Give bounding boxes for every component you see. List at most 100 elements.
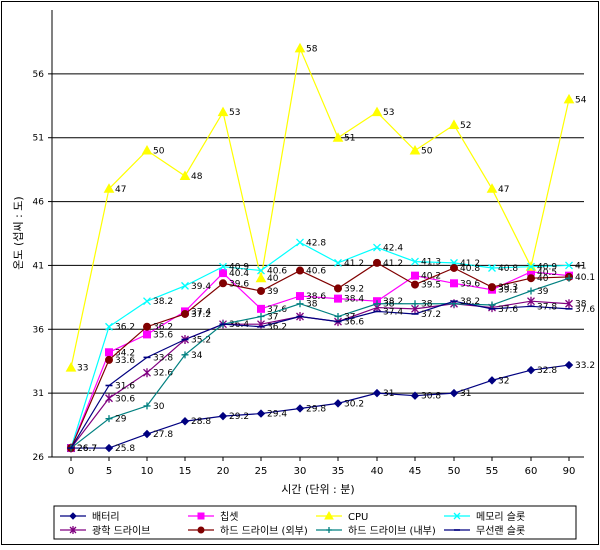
data-label: 54	[575, 95, 587, 105]
data-label: 39	[267, 287, 279, 297]
data-point	[373, 300, 381, 308]
legend-item: 하드 드라이브 (내부)	[316, 524, 436, 537]
data-point	[486, 183, 498, 193]
data-point	[181, 309, 189, 318]
x-tick-label: 55	[486, 466, 499, 477]
x-tick-label: 5	[106, 466, 112, 477]
data-point	[105, 393, 113, 403]
data-label: 34	[191, 351, 203, 361]
series-line	[70, 271, 570, 449]
data-point	[565, 299, 573, 309]
data-point	[453, 512, 461, 520]
data-point	[218, 411, 228, 421]
data-point	[563, 93, 575, 104]
legend-item: CPU	[316, 510, 368, 523]
data-label: 37.6	[575, 305, 595, 315]
data-label: 38	[306, 300, 318, 310]
data-point	[294, 42, 306, 53]
data-label: 38.4	[344, 295, 364, 305]
data-label: 53	[383, 108, 394, 118]
legend-label: 배터리	[92, 511, 120, 523]
data-point	[564, 360, 574, 370]
data-point	[219, 269, 227, 278]
x-tick-label: 50	[448, 466, 461, 477]
data-label: 29	[115, 415, 127, 425]
data-point	[488, 264, 496, 272]
data-label: 37	[267, 313, 278, 323]
data-point	[450, 279, 458, 288]
data-label: 30	[153, 402, 165, 412]
data-point	[527, 274, 535, 283]
data-label: 41.3	[421, 258, 441, 268]
data-label: 37	[344, 313, 355, 323]
data-label: 38	[575, 300, 587, 310]
y-axis-title: 온도 (섭씨 : 도)	[12, 196, 25, 269]
legend-item: 하드 드라이브 (외부)	[188, 524, 308, 537]
data-label: 40.4	[229, 269, 249, 279]
data-point	[143, 402, 151, 410]
data-point	[372, 388, 382, 398]
data-point	[371, 106, 383, 117]
data-label: 40.9	[537, 263, 557, 273]
data-label: 40.5	[537, 268, 557, 278]
data-point	[179, 170, 191, 181]
data-label: 41.2	[460, 259, 480, 269]
data-point	[526, 365, 536, 375]
data-label: 39.1	[498, 286, 518, 296]
series-메모리-슬롯: 36.2 38.2 39.4 40.9 40.6 42.8 41.2 42.4 41.3 41.2…	[67, 238, 586, 453]
data-point	[296, 238, 304, 247]
data-label: 33.6	[115, 356, 135, 366]
data-label: 37.4	[191, 307, 211, 317]
data-label: 40	[267, 274, 279, 284]
x-tick-label: 10	[141, 466, 154, 477]
y-tick-label: 26	[33, 453, 45, 463]
data-point	[448, 119, 460, 129]
data-label: 36.2	[267, 323, 287, 333]
data-label: 39.2	[344, 284, 364, 294]
series-하드-드라이브-(내부): 26.7 29 30 34 37 38 37 38 38 39	[67, 274, 573, 454]
data-label: 39.6	[229, 279, 249, 289]
series-무선랜-슬롯: 31.633.836.237.4 37.238.237.6 37.8 37.6	[67, 297, 595, 449]
data-label: 52	[460, 121, 471, 131]
data-point	[257, 313, 265, 321]
data-label: 33	[77, 364, 88, 374]
data-label: 35.2	[191, 336, 211, 346]
y-tick-label: 41	[33, 261, 44, 271]
data-label: 32.6	[153, 369, 173, 379]
data-label: 33.2	[575, 361, 595, 371]
data-point	[255, 272, 267, 283]
data-point	[141, 144, 153, 155]
data-label: 30.6	[115, 394, 135, 404]
data-label: 40.8	[498, 264, 518, 274]
data-point	[217, 106, 229, 117]
data-label: 25.8	[115, 444, 135, 454]
data-point	[565, 261, 573, 270]
x-tick-label: 35	[332, 466, 345, 477]
data-point	[487, 376, 497, 385]
data-point	[143, 322, 151, 331]
data-label: 36.2	[153, 323, 173, 333]
legend-label: 메모리 슬롯	[476, 511, 525, 523]
data-label: 38.6	[306, 292, 326, 302]
data-label: 40.6	[306, 267, 326, 277]
data-point	[527, 262, 535, 271]
data-label: 39.4	[191, 282, 211, 292]
data-label: 27.8	[153, 430, 173, 440]
data-label: 31	[460, 389, 471, 399]
data-label: 37.4	[383, 307, 403, 317]
data-point	[180, 417, 190, 426]
series-line	[70, 277, 570, 449]
data-label: 32	[498, 376, 509, 386]
legend-item: 무선랜 슬롯	[444, 525, 525, 537]
data-label: 39.6	[460, 279, 480, 289]
data-label: 31	[383, 389, 394, 399]
x-tick-label: 25	[255, 466, 268, 477]
data-point	[411, 257, 419, 266]
series-line	[70, 46, 570, 368]
legend-label: 무선랜 슬롯	[476, 525, 525, 537]
y-tick-label: 51	[33, 134, 44, 144]
data-label: 41.2	[383, 259, 403, 269]
data-label: 28.8	[191, 417, 211, 427]
